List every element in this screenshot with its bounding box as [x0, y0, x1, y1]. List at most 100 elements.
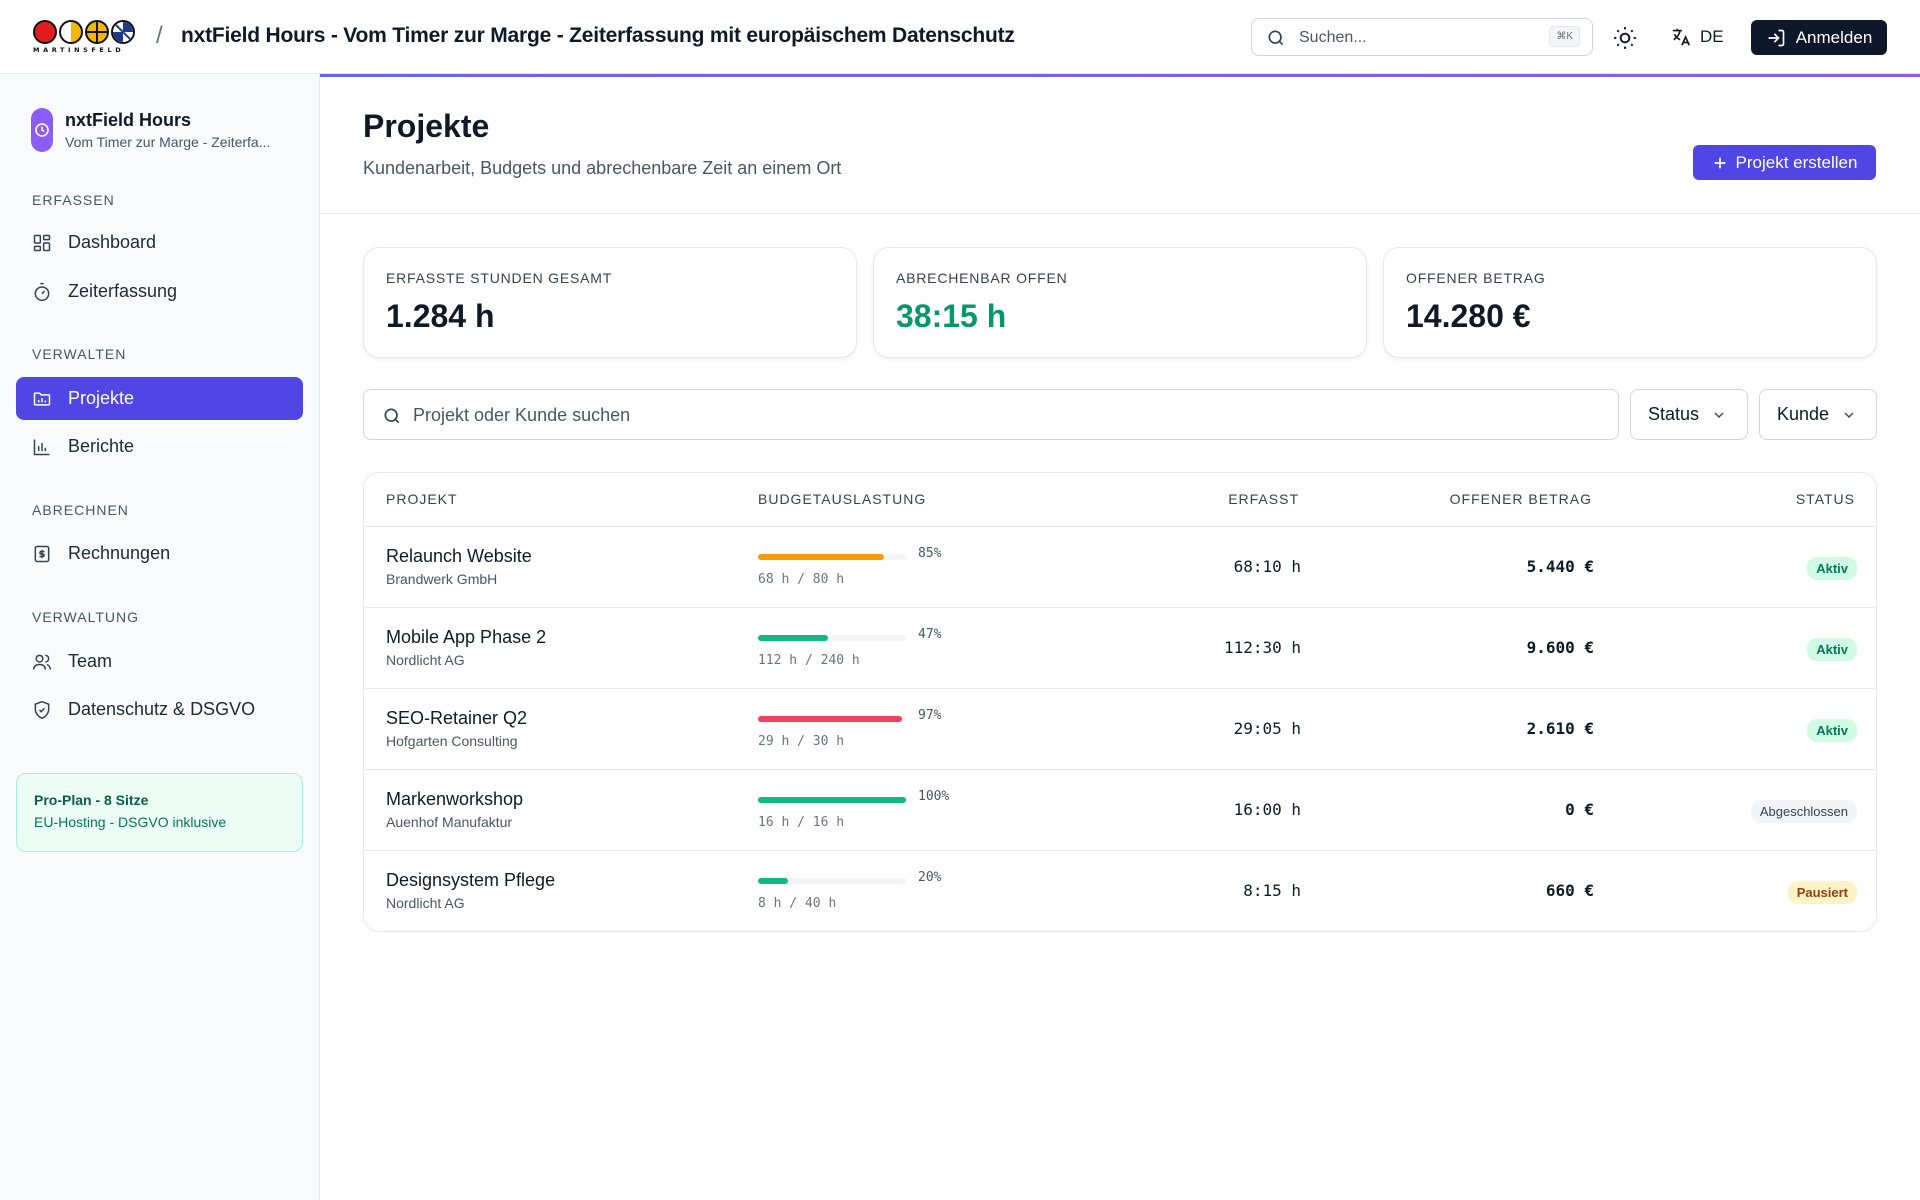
- open-amount: 5.440 €: [1526, 557, 1594, 576]
- plan-card: Pro-Plan - 8 Sitze EU-Hosting - DSGVO in…: [16, 773, 303, 852]
- section-label-verwalten: VERWALTEN: [32, 346, 127, 362]
- bar-chart-icon: [33, 439, 50, 455]
- receipt-icon: [34, 545, 50, 562]
- tracked-time: 112:30 h: [1223, 638, 1301, 657]
- logo-star-circle: [111, 20, 135, 44]
- table-row[interactable]: Markenworkshop Auenhof Manufaktur 100% 1…: [364, 769, 1876, 850]
- kpi-value: 38:15 h: [896, 298, 1007, 334]
- language-button[interactable]: DE: [1670, 24, 1724, 50]
- status-badge: Abgeschlossen: [1750, 800, 1857, 823]
- budget-bar-fill: [758, 878, 788, 884]
- status-badge: Aktiv: [1807, 557, 1857, 580]
- column-header-project[interactable]: PROJEKT: [386, 491, 458, 507]
- page-header: Projekte Kundenarbeit, Budgets und abrec…: [320, 77, 1920, 214]
- status-badge: Aktiv: [1807, 638, 1857, 661]
- sidebar-item-label: Dashboard: [68, 232, 157, 252]
- budget-percent: 20%: [918, 870, 942, 885]
- martinsfeld-logo[interactable]: MARTINSFELD: [33, 20, 139, 54]
- tracked-time: 68:10 h: [1233, 557, 1301, 576]
- budget-hours: 8 h / 40 h: [758, 896, 837, 911]
- sun-icon: [1614, 27, 1636, 49]
- sidebar-item-team[interactable]: Team: [16, 640, 303, 683]
- open-amount: 2.610 €: [1526, 719, 1594, 738]
- logo-wordmark: MARTINSFELD: [33, 46, 125, 54]
- theme-toggle-button[interactable]: [1612, 25, 1638, 51]
- kpi-card-amount: OFFENER BETRAG 14.280 €: [1383, 247, 1877, 358]
- column-header-amount[interactable]: OFFENER BETRAG: [1449, 491, 1592, 507]
- status-filter-dropdown[interactable]: Status: [1630, 389, 1748, 440]
- create-project-button[interactable]: Projekt erstellen: [1693, 145, 1876, 180]
- page-title: Projekte: [363, 108, 490, 144]
- plan-title: Pro-Plan - 8 Sitze: [34, 792, 149, 808]
- budget-percent: 97%: [918, 708, 942, 723]
- budget-bar-fill: [758, 797, 906, 803]
- shield-check-icon: [34, 700, 50, 719]
- column-header-budget[interactable]: BUDGETAUSLASTUNG: [758, 491, 927, 507]
- table-row[interactable]: Mobile App Phase 2 Nordlicht AG 47% 112 …: [364, 607, 1876, 688]
- folder-chart-icon: [33, 391, 51, 406]
- table-row[interactable]: Relaunch Website Brandwerk GmbH 85% 68 h…: [364, 526, 1876, 607]
- breadcrumb-separator: /: [156, 22, 163, 49]
- table-row[interactable]: SEO-Retainer Q2 Hofgarten Consulting 97%…: [364, 688, 1876, 769]
- create-project-label: Projekt erstellen: [1735, 152, 1858, 172]
- budget-percent: 100%: [918, 789, 950, 804]
- projects-table: PROJEKT BUDGETAUSLASTUNG ERFASST OFFENER…: [363, 472, 1877, 932]
- column-header-tracked[interactable]: ERFASST: [1228, 491, 1299, 507]
- status-badge: Pausiert: [1787, 881, 1857, 904]
- grid-icon: [33, 234, 51, 251]
- tracked-time: 29:05 h: [1233, 719, 1301, 738]
- login-label: Anmelden: [1795, 27, 1873, 47]
- chevron-down-icon: [1844, 412, 1854, 418]
- project-name[interactable]: Mobile App Phase 2: [386, 627, 547, 647]
- sidebar-item-label: Zeiterfassung: [68, 281, 178, 301]
- project-client: Nordlicht AG: [386, 652, 465, 668]
- open-amount: 660 €: [1545, 881, 1594, 900]
- sidebar-item-berichte[interactable]: Berichte: [16, 425, 303, 468]
- sidebar-item-zeiterfassung[interactable]: Zeiterfassung: [16, 270, 303, 313]
- sidebar-item-datenschutz[interactable]: Datenschutz & DSGVO: [16, 688, 303, 731]
- column-header-status[interactable]: STATUS: [1795, 491, 1855, 507]
- client-filter-dropdown[interactable]: Kunde: [1759, 389, 1877, 440]
- project-search-input[interactable]: Projekt oder Kunde suchen: [363, 389, 1619, 440]
- sidebar-item-label: Berichte: [68, 436, 135, 456]
- global-search[interactable]: Suchen... ⌘K: [1251, 18, 1593, 56]
- budget-hours: 16 h / 16 h: [758, 815, 845, 830]
- users-icon: [32, 654, 52, 670]
- section-label-erfassen: ERFASSEN: [32, 192, 115, 208]
- budget-bar-fill: [758, 716, 902, 722]
- project-name[interactable]: Designsystem Pflege: [386, 870, 556, 890]
- brand-subtitle: Vom Timer zur Marge - Zeiterfa...: [65, 134, 271, 150]
- sidebar-item-label: Rechnungen: [68, 543, 171, 563]
- open-amount: 9.600 €: [1526, 638, 1594, 657]
- budget-bar: [758, 635, 906, 641]
- project-client: Auenhof Manufaktur: [386, 814, 513, 830]
- top-bar: MARTINSFELD / nxtField Hours - Vom Timer…: [0, 0, 1920, 74]
- clock-icon: [31, 108, 53, 152]
- kpi-label: OFFENER BETRAG: [1406, 270, 1546, 286]
- brand[interactable]: nxtField Hours Vom Timer zur Marge - Zei…: [31, 108, 270, 152]
- project-name[interactable]: Relaunch Website: [386, 546, 532, 566]
- budget-bar-fill: [758, 635, 828, 641]
- status-filter-label: Status: [1648, 404, 1700, 424]
- kpi-value: 14.280 €: [1406, 298, 1531, 334]
- sidebar-item-label: Datenschutz & DSGVO: [68, 699, 256, 719]
- search-placeholder: Suchen...: [1299, 29, 1367, 46]
- section-label-verwaltung: VERWALTUNG: [32, 609, 139, 625]
- budget-percent: 85%: [918, 546, 942, 561]
- budget-hours: 112 h / 240 h: [758, 653, 860, 668]
- sidebar-item-dashboard[interactable]: Dashboard: [16, 221, 303, 264]
- sidebar-item-projekte[interactable]: Projekte: [16, 377, 303, 420]
- login-button[interactable]: Anmelden: [1751, 20, 1887, 55]
- project-search-placeholder: Projekt oder Kunde suchen: [413, 405, 631, 425]
- project-client: Nordlicht AG: [386, 895, 465, 911]
- search-shortcut: ⌘K: [1549, 26, 1580, 47]
- logo-cross-circle: [85, 20, 109, 44]
- project-name[interactable]: Markenworkshop: [386, 789, 524, 809]
- budget-percent: 47%: [918, 627, 942, 642]
- budget-hours: 29 h / 30 h: [758, 734, 845, 749]
- table-row[interactable]: Designsystem Pflege Nordlicht AG 20% 8 h…: [364, 850, 1876, 931]
- plus-icon: [1714, 157, 1725, 168]
- project-name[interactable]: SEO-Retainer Q2: [386, 708, 528, 728]
- sidebar-item-rechnungen[interactable]: Rechnungen: [16, 532, 303, 575]
- stopwatch-icon: [34, 282, 50, 301]
